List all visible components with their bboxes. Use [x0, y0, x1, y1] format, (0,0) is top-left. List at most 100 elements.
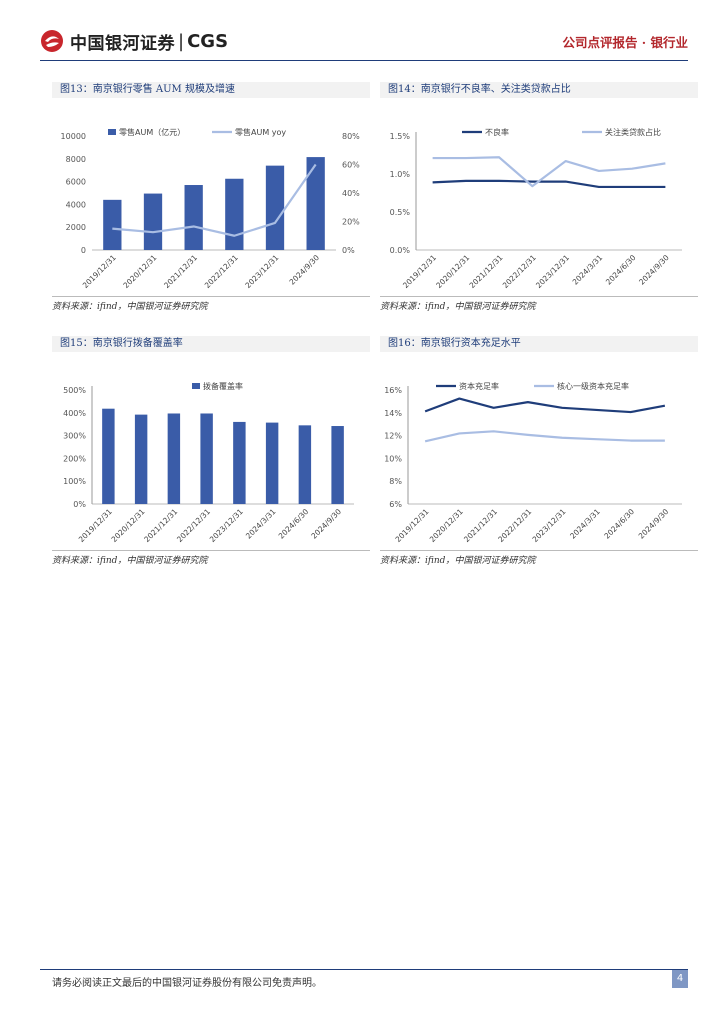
figure-title: 图15：南京银行拨备覆盖率: [52, 336, 370, 352]
series-line: [432, 179, 666, 189]
x-tick-label: 2024/9/30: [637, 253, 671, 287]
y-tick-label: 12%: [384, 432, 402, 441]
brand-name-en: CGS: [187, 30, 229, 52]
x-tick-label: 2020/12/31: [121, 253, 158, 290]
disclaimer: 请务必阅读正文最后的中国银河证券股份有限公司免责声明。: [52, 978, 322, 989]
y-tick-label: 16%: [384, 386, 402, 395]
y2-tick-label: 40%: [342, 189, 360, 198]
x-tick-label: 2022/12/31: [203, 253, 240, 290]
x-tick-label: 2024/3/31: [244, 507, 278, 541]
y-tick-label: 6%: [389, 500, 402, 509]
figure-14: 图14：南京银行不良率、关注类贷款占比 0.0% 0.5% 1.0% 1.5% 2019…: [380, 82, 698, 312]
y-tick-label: 8000: [66, 155, 86, 164]
bar: [298, 425, 312, 504]
y2-tick-label: 80%: [342, 132, 360, 141]
npl-chart: 0.0% 0.5% 1.0% 1.5% 2019/12/312020/12/312021…: [390, 127, 682, 290]
y-tick-label: 10000: [61, 132, 86, 141]
legend-label: 关注类贷款占比: [605, 127, 661, 137]
y-tick-label: 6000: [66, 178, 86, 187]
y2-tick-label: 60%: [342, 161, 360, 170]
x-tick-label: 2024/6/30: [604, 253, 638, 287]
y-tick-label: 400%: [63, 409, 86, 418]
legend-swatch: [108, 129, 116, 135]
x-tick-label: 2019/12/31: [401, 253, 438, 290]
report-type: 公司点评报告 · 银行业: [562, 35, 688, 50]
x-tick-label: 2024/3/31: [571, 253, 605, 287]
y-tick-label: 14%: [384, 409, 402, 418]
y-tick-label: 500%: [63, 386, 86, 395]
x-tick-label: 2024/9/30: [288, 253, 322, 287]
brand-separator: |: [178, 30, 185, 52]
figure-title: 图13：南京银行零售 AUM 规模及增速: [52, 82, 370, 98]
legend-label: 零售AUM yoy: [235, 127, 286, 137]
x-tick-label: 2020/12/31: [434, 253, 471, 290]
y-tick-label: 0.5%: [390, 208, 411, 217]
x-tick-label: 2023/12/31: [531, 507, 568, 544]
bar: [167, 413, 181, 504]
bar: [233, 421, 246, 504]
figure-source: 资料来源：ifind，中国银河证券研究院: [380, 550, 698, 566]
y-tick-label: 0: [81, 246, 86, 255]
series-line: [432, 156, 666, 188]
x-tick-label: 2022/12/31: [496, 507, 533, 544]
brand-name-cn: 中国银河证券: [70, 33, 175, 54]
y-tick-label: 200%: [63, 454, 86, 463]
figure-source: 资料来源：ifind，中国银河证券研究院: [52, 550, 370, 566]
capital-chart: 6% 8% 10% 12% 14% 16% 2019/12/312020/12/312021…: [384, 381, 682, 544]
legend-swatch: [192, 383, 200, 389]
x-tick-label: 2019/12/31: [394, 507, 431, 544]
figure-15: 图15：南京银行拨备覆盖率 0% 100% 200% 300% 400% 500% 2019…: [52, 336, 370, 566]
bar: [102, 408, 115, 504]
figure-source: 资料来源：ifind，中国银河证券研究院: [52, 296, 370, 312]
y2-tick-label: 0%: [342, 246, 355, 255]
page-header: 中国银河证券 | CGS 公司点评报告 · 银行业: [0, 0, 724, 60]
legend-label: 拨备覆盖率: [203, 381, 243, 391]
bar: [143, 193, 163, 250]
x-tick-label: 2022/12/31: [501, 253, 538, 290]
series-line: [112, 163, 317, 237]
cgs-logo-icon: [41, 30, 63, 52]
figure-16: 图16：南京银行资本充足水平 6% 8% 10% 12% 14% 16% 2019/12/3…: [380, 336, 698, 566]
x-tick-label: 2024/3/31: [568, 507, 602, 541]
x-tick-label: 2019/12/31: [81, 253, 118, 290]
y-tick-label: 100%: [63, 477, 86, 486]
x-tick-label: 2024/9/30: [637, 507, 671, 541]
provision-chart: 0% 100% 200% 300% 400% 500% 2019/12/312020/12/…: [63, 381, 354, 544]
x-tick-label: 2024/9/30: [309, 507, 343, 541]
x-tick-label: 2022/12/31: [175, 507, 212, 544]
y-tick-label: 8%: [389, 477, 402, 486]
bar: [331, 426, 344, 504]
bar: [103, 199, 122, 250]
brand-logo: 中国银河证券 | CGS: [40, 28, 228, 54]
x-tick-label: 2020/12/31: [110, 507, 147, 544]
x-tick-label: 2019/12/31: [77, 507, 114, 544]
bar: [265, 422, 279, 504]
figure-title: 图14：南京银行不良率、关注类贷款占比: [380, 82, 698, 98]
page-number: 4: [672, 970, 688, 988]
legend-label: 零售AUM（亿元）: [119, 127, 185, 137]
x-tick-label: 2023/12/31: [243, 253, 280, 290]
x-tick-label: 2021/12/31: [142, 507, 179, 544]
footer-divider: [40, 969, 688, 970]
figure-source: 资料来源：ifind，中国银河证券研究院: [380, 296, 698, 312]
aum-chart: 0 2000 4000 6000 8000 10000 0% 20% 40% 60% 80% 2019…: [61, 127, 361, 290]
legend-label: 资本充足率: [459, 381, 499, 391]
x-tick-label: 2024/6/30: [602, 507, 636, 541]
y-tick-label: 300%: [63, 432, 86, 441]
x-tick-label: 2021/12/31: [468, 253, 505, 290]
bar: [200, 413, 213, 504]
y-tick-label: 4000: [66, 200, 86, 209]
legend-label: 不良率: [485, 127, 509, 137]
bar: [134, 414, 148, 504]
y-tick-label: 0%: [73, 500, 86, 509]
series-line: [424, 430, 665, 443]
bar: [306, 157, 325, 250]
figure-13: 图13：南京银行零售 AUM 规模及增速 0 2000 4000 6000 8000 10…: [52, 82, 370, 312]
header-divider: [40, 60, 688, 61]
bar: [184, 185, 203, 250]
series-line: [424, 397, 666, 414]
y-tick-label: 0.0%: [390, 246, 411, 255]
y-tick-label: 10%: [384, 454, 402, 463]
x-tick-label: 2021/12/31: [162, 253, 199, 290]
bar: [225, 178, 244, 250]
